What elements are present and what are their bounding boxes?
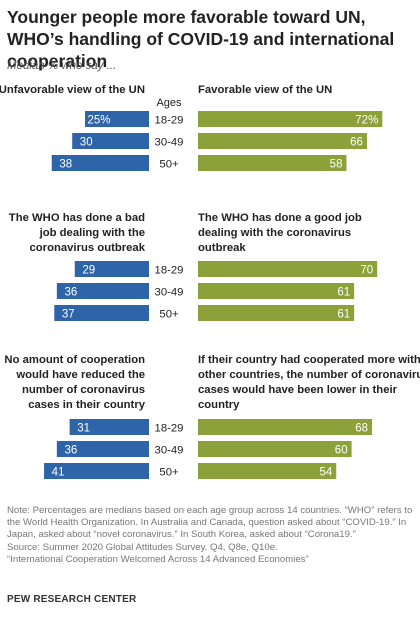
source-text: Source: Summer 2020 Global Attitudes Sur… [7,541,278,553]
right-bar [198,133,367,149]
age-group-label: 50+ [159,309,179,321]
left-bar [69,419,149,435]
right-bar-value: 68 [355,423,368,435]
right-bar [198,419,373,435]
left-bar [85,111,149,127]
chart-title: Younger people more favorable toward UN,… [7,7,395,71]
notes-block: Note: Percentages are medians based on e… [7,505,413,566]
left-bar-value: 41 [52,467,65,479]
left-bar-value: 37 [62,309,75,321]
left-bar [72,133,149,149]
left-bar [74,261,149,277]
right-bar [198,111,383,127]
left-bar-value: 36 [64,445,77,457]
right-bar-value: 61 [337,287,350,299]
left-bar [56,283,150,299]
right-heading-line: outbreak [198,242,246,254]
right-bar [198,261,378,277]
left-bar-value: 36 [64,287,77,299]
left-bar [44,463,149,479]
left-heading-line: The WHO has done a bad [9,212,145,224]
right-heading-line: dealing with the coronavirus [198,227,351,239]
right-bar [198,155,347,171]
right-heading-line: The WHO has done a good job [198,212,362,224]
right-bar-value: 60 [335,445,348,457]
left-bar-value: 25% [87,115,110,127]
right-heading-line: other countries, the number of coronavir… [198,369,420,381]
right-heading-line: Favorable view of the UN [198,84,332,96]
age-group-label: 30-49 [155,445,184,457]
age-group-label: 30-49 [155,137,184,149]
note-text: Note: Percentages are medians based on e… [7,505,413,541]
age-group-label: 50+ [159,467,179,479]
left-heading-line: job dealing with the [39,227,145,239]
right-bar-value: 61 [337,309,350,321]
right-bar-value: 54 [319,467,332,479]
age-group-label: 18-29 [155,423,184,435]
chart-subtitle: Median % who say ... [7,60,117,72]
right-heading-line: If their country had cooperated more wit… [198,354,420,366]
chart-area: Unfavorable view of the UN Favorable view… [0,84,420,479]
right-bar-value: 70 [360,265,373,277]
footer-credit: PEW RESEARCH CENTER [7,594,137,605]
right-heading-line: country [198,399,240,411]
left-bar [54,305,149,321]
left-heading-line: number of coronavirus [22,384,145,396]
age-group-label: 50+ [159,159,179,171]
right-bar [198,283,355,299]
left-bar-value: 38 [59,159,72,171]
report-title-text: “International Cooperation Welcomed Acro… [7,553,309,565]
left-heading-line: No amount of cooperation [4,354,145,366]
right-bar-value: 58 [330,159,343,171]
age-group-label: 18-29 [155,265,184,277]
left-bar [56,441,150,457]
left-heading-line: would have reduced the [15,369,145,381]
left-bar [51,155,149,171]
right-bar [198,441,352,457]
right-heading-line: cases would have been lower in their [198,384,398,396]
age-group-label: 30-49 [155,287,184,299]
left-heading-line: Unfavorable view of the UN [0,84,145,96]
right-bar [198,305,355,321]
left-bar-value: 29 [82,265,95,277]
right-bar-value: 66 [350,137,363,149]
ages-label: Ages [156,97,182,109]
left-heading-line: coronavirus outbreak [29,242,145,254]
right-bar [198,463,337,479]
right-bar-value: 72% [355,115,378,127]
left-heading-line: cases in their country [28,399,145,411]
left-bar-value: 31 [77,423,90,435]
left-bar-value: 30 [80,137,93,149]
age-group-label: 18-29 [155,115,184,127]
